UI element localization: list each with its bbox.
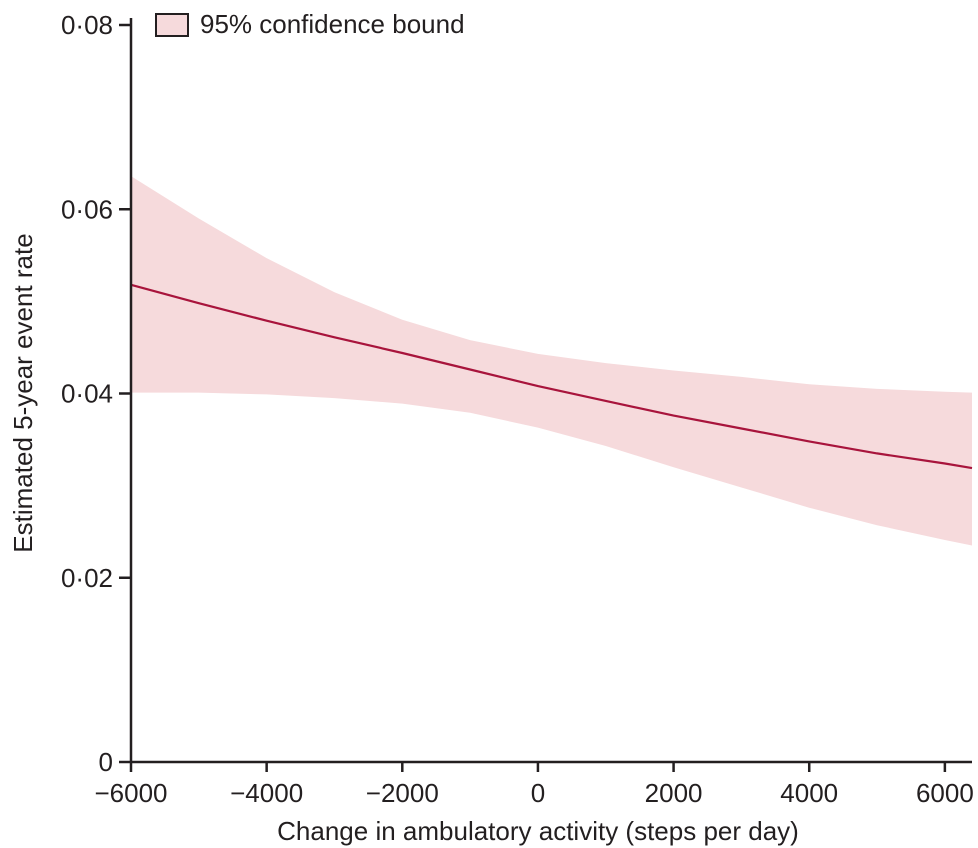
x-tick-label: −2000 (366, 778, 439, 808)
x-tick-label: 0 (531, 778, 545, 808)
plot-area (130, 176, 973, 546)
legend-label: 95% confidence bound (200, 9, 465, 39)
confidence-band (131, 176, 972, 546)
legend-swatch-confidence-band (155, 13, 189, 37)
y-tick-label: 0·08 (61, 10, 113, 40)
y-tick-label: 0 (99, 747, 113, 777)
x-axis-title: Change in ambulatory activity (steps per… (277, 816, 799, 846)
x-tick-label: 2000 (645, 778, 703, 808)
y-axis-title: Estimated 5-year event rate (8, 233, 38, 552)
x-tick-label: −6000 (94, 778, 167, 808)
estimate-line (130, 283, 973, 470)
x-axis: −6000 −4000 −2000 0 2000 4000 6000 (94, 760, 974, 808)
y-tick-label: 0·06 (61, 194, 113, 224)
legend: 95% confidence bound (155, 9, 465, 39)
y-axis: 0 0·02 0·04 0·06 0·08 (61, 10, 133, 777)
y-tick-label: 0·02 (61, 563, 113, 593)
x-tick-label: 6000 (916, 778, 974, 808)
y-tick-label: 0·04 (61, 379, 113, 409)
x-tick-label: −4000 (230, 778, 303, 808)
x-tick-label: 4000 (780, 778, 838, 808)
